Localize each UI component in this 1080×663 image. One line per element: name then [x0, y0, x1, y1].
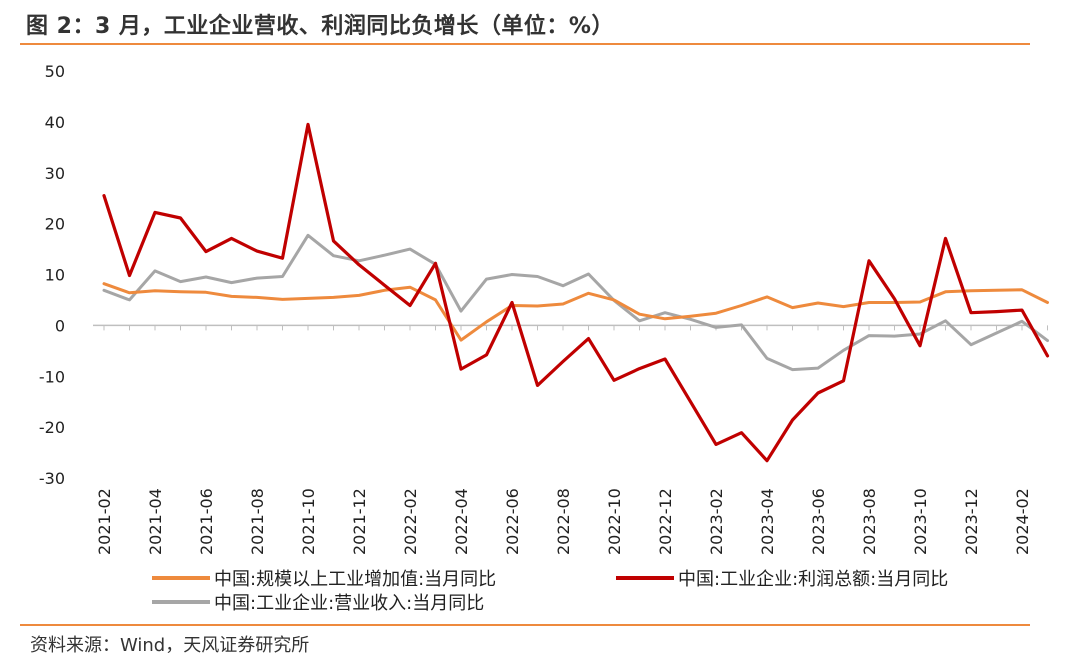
x-tick-label: 2023-02: [707, 488, 726, 555]
x-tick-label: 2022-10: [605, 488, 624, 555]
series-lines: [102, 122, 1050, 463]
x-tick-label: 2022-12: [656, 488, 675, 555]
y-tick-label: 40: [45, 113, 65, 132]
y-tick-label: 20: [45, 215, 65, 234]
chart-title: 图 2：3 月，工业企业营收、利润同比负增长（单位：%）: [26, 14, 614, 39]
x-tick-label: 2022-02: [401, 488, 420, 555]
y-tick-label: -30: [39, 469, 65, 488]
y-tick-label: 30: [45, 164, 65, 183]
legend-label: 中国:工业企业:利润总额:当月同比: [678, 569, 948, 590]
y-tick-label: 50: [45, 62, 65, 81]
legend-label: 中国:规模以上工业增加值:当月同比: [214, 569, 496, 590]
x-tick-label: 2023-10: [911, 488, 930, 555]
series-line-2: [102, 233, 1049, 372]
x-tick-label: 2021-06: [197, 488, 216, 555]
x-tick-label: 2021-02: [95, 488, 114, 555]
x-tick-label: 2022-08: [554, 488, 573, 555]
x-tick-label: 2024-02: [1013, 488, 1032, 555]
x-tick-label: 2021-04: [146, 488, 165, 555]
x-axis: 2021-02 2021-04 2021-06 2021-08 2021-10 2021-…: [93, 324, 1048, 555]
y-tick-label: -10: [39, 367, 65, 386]
source-note: 资料来源：Wind，天风证券研究所: [30, 635, 310, 656]
x-tick-label: 2022-06: [503, 488, 522, 555]
y-tick-label: 0: [55, 316, 65, 335]
x-tick-label: 2023-06: [809, 488, 828, 555]
y-tick-label: -20: [39, 418, 65, 437]
y-tick-label: 10: [45, 266, 65, 285]
x-tick-label: 2022-04: [452, 488, 471, 555]
y-axis: 50 40 30 20 10 0 -10 -20 -30: [39, 62, 65, 488]
x-tick-label: 2021-08: [248, 488, 267, 555]
x-tick-label: 2021-12: [350, 488, 369, 555]
x-tick-label: 2023-08: [860, 488, 879, 555]
series-line-1: [102, 122, 1050, 463]
x-tick-label: 2021-10: [299, 488, 318, 555]
legend-label: 中国:工业企业:营业收入:当月同比: [214, 593, 484, 614]
title-divider: [20, 43, 1030, 45]
series-line-0: [102, 282, 1049, 342]
footer-divider: [20, 624, 1030, 626]
x-tick-label: 2023-12: [962, 488, 981, 555]
x-tick-label: 2023-04: [758, 488, 777, 555]
legend: 中国:规模以上工业增加值:当月同比 中国:工业企业:利润总额:当月同比中国:工业企…: [152, 569, 948, 614]
